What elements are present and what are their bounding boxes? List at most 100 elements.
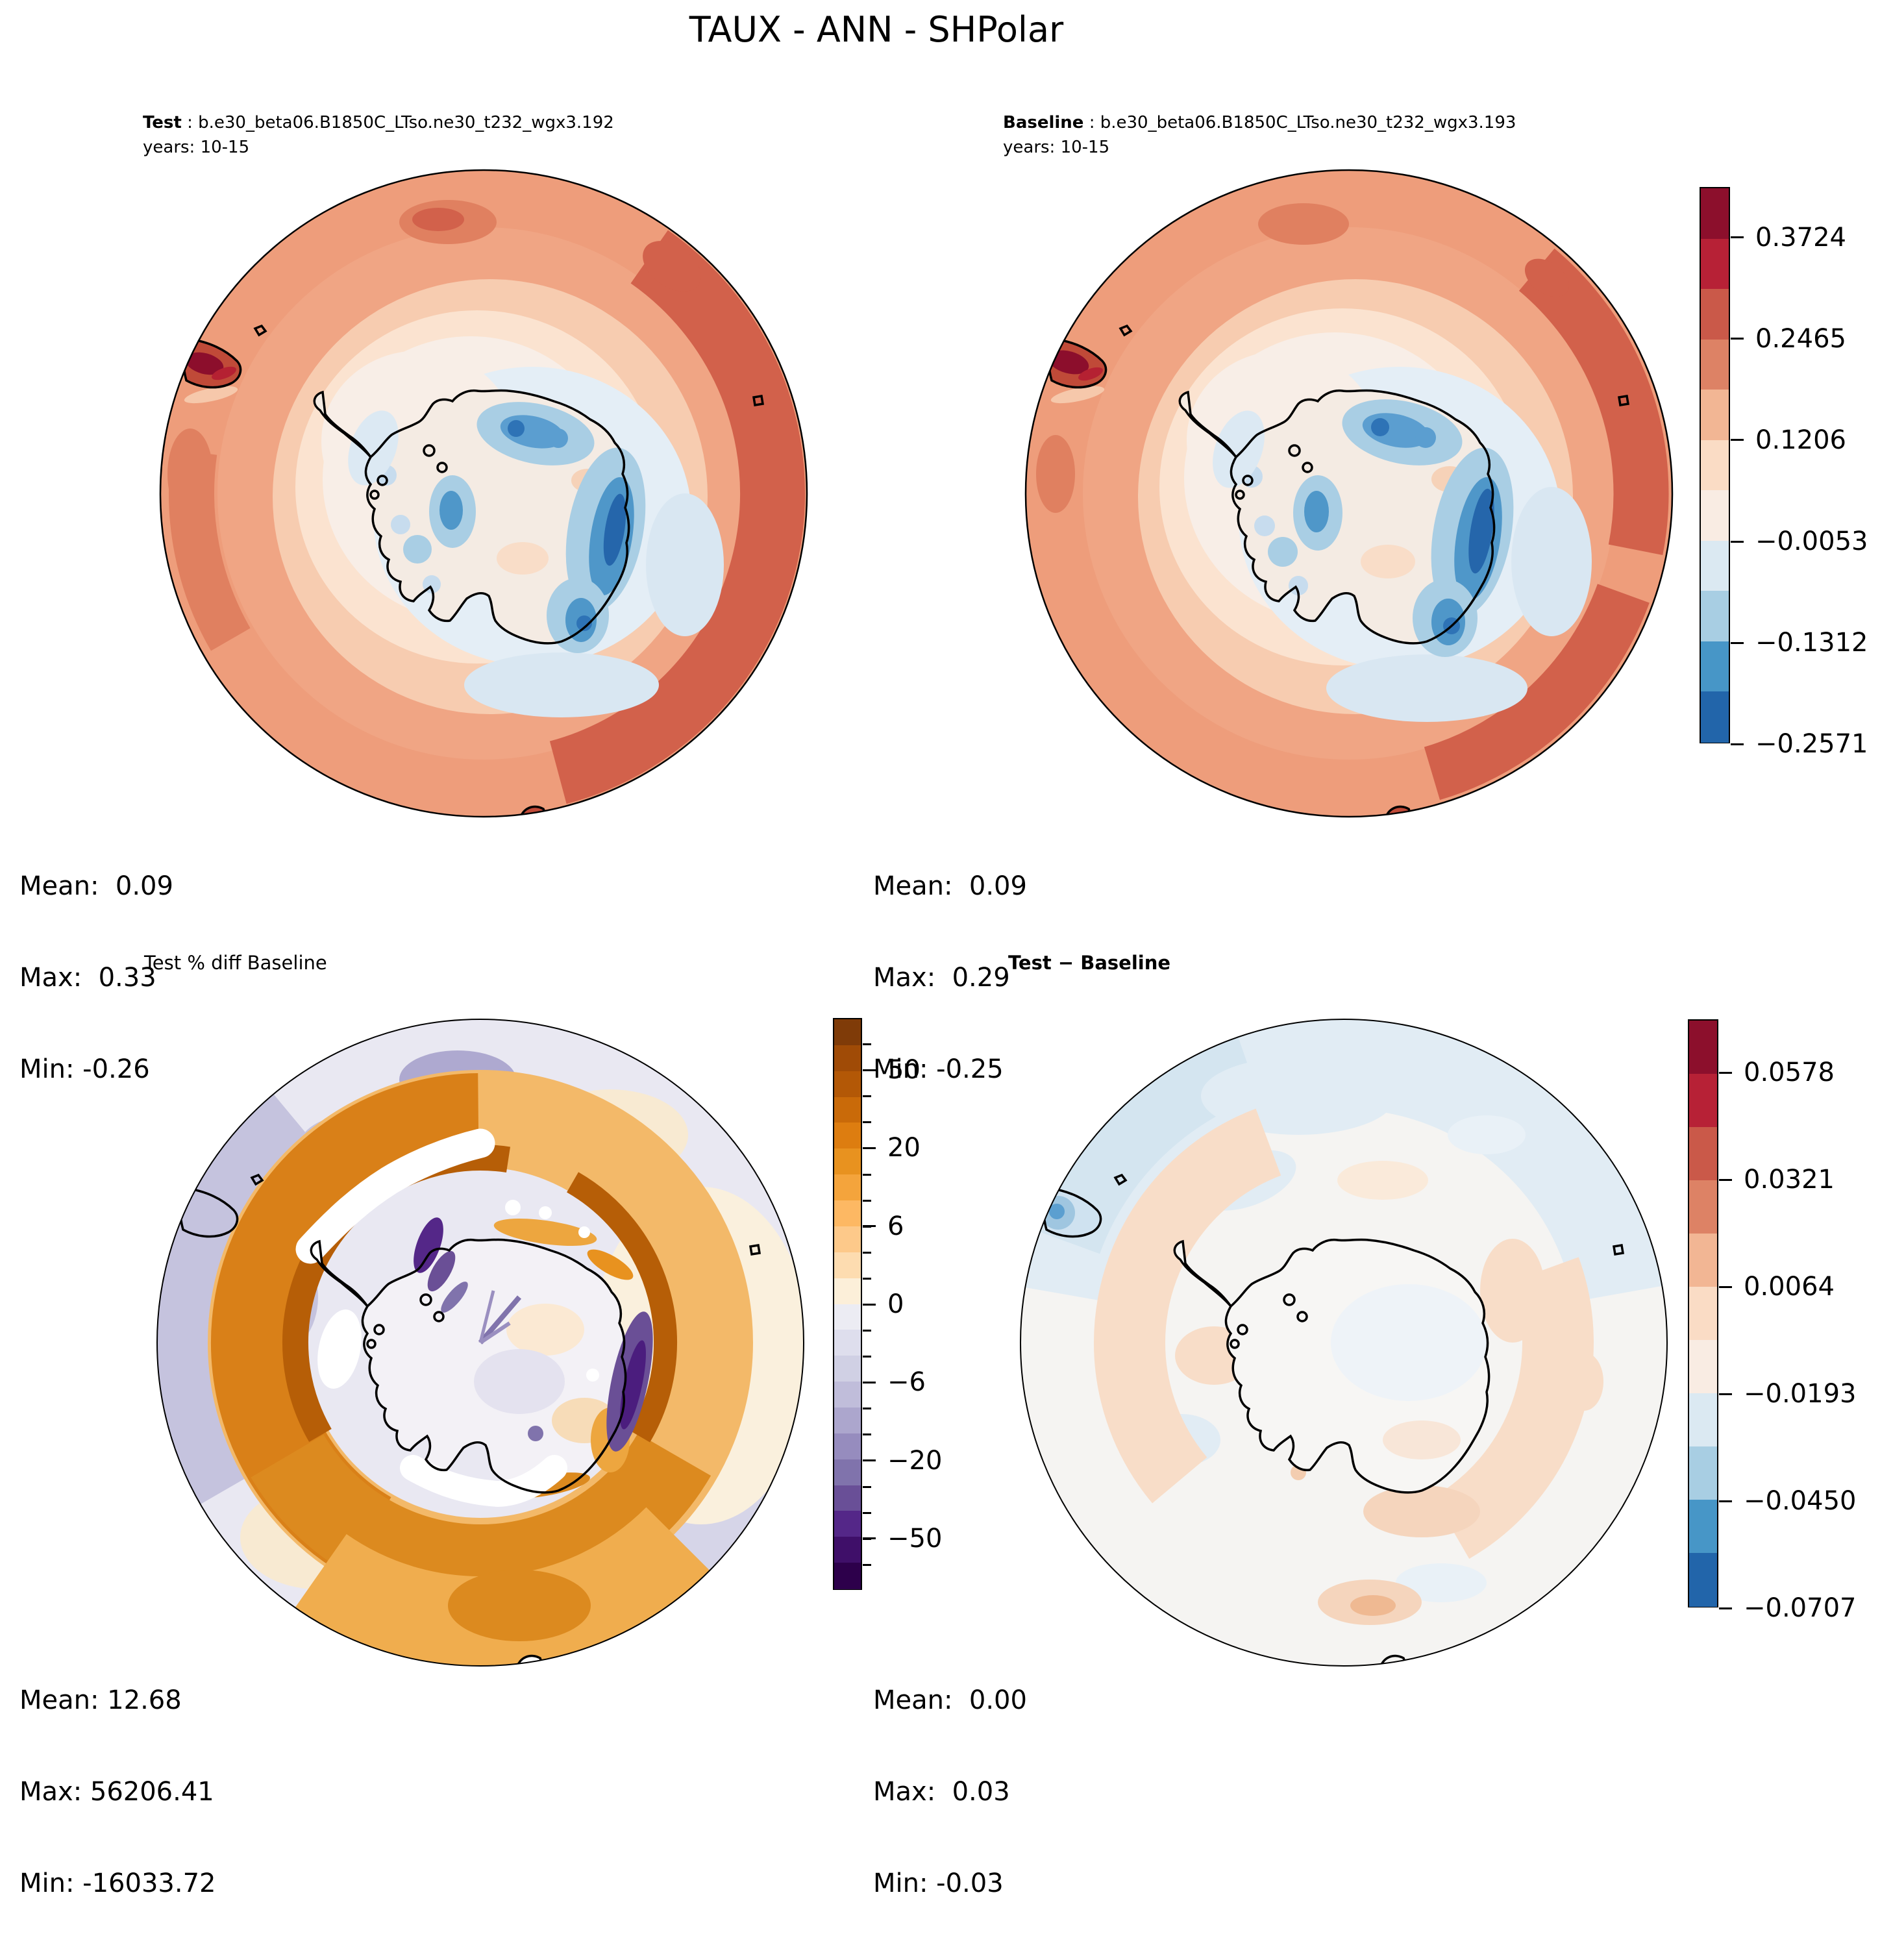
colorbar-segment (1689, 1234, 1717, 1287)
colorbar-segment (1701, 289, 1729, 340)
colorbar-tick (1719, 1285, 1732, 1288)
colorbar-segment (1701, 238, 1729, 290)
colorbar-tick-label: 0.2465 (1755, 323, 1846, 354)
colorbar-tick-label: 0.0064 (1744, 1272, 1835, 1302)
colorbar-segment (1689, 1127, 1717, 1181)
colorbar-tick (863, 1381, 876, 1383)
colorbar-segment (834, 1045, 861, 1072)
colorbar-segment (834, 1174, 861, 1202)
colorbar-tick-label: −0.0053 (1755, 527, 1868, 557)
colorbar-tick (1731, 338, 1744, 340)
colorbar-segment (834, 1019, 861, 1046)
pct-diff-stats: Mean: 12.68 Max: 56206.41 Min: -16033.72 (19, 1624, 216, 1960)
colorbar-tick-label: −0.0707 (1744, 1593, 1857, 1623)
colorbar-tick (1731, 743, 1744, 745)
colorbar-segment (1701, 440, 1729, 491)
colorbar-segment (1689, 1287, 1717, 1341)
test-run-name: : b.e30_beta06.B1850C_LTso.ne30_t232_wgx… (181, 113, 614, 132)
colorbar-tick-label: −0.1312 (1755, 628, 1868, 658)
colorbar-minor-tick (863, 1199, 871, 1202)
colorbar-segment (834, 1200, 861, 1227)
colorbar-segment (1689, 1553, 1717, 1607)
colorbar-segment (1689, 1393, 1717, 1447)
stat-line: Min: -0.25 (873, 1054, 1004, 1084)
stat-line: Max: 0.03 (873, 1777, 1010, 1807)
colorbar-segment (834, 1071, 861, 1098)
test-header: Test : b.e30_beta06.B1850C_LTso.ne30_t23… (143, 110, 614, 160)
colorbar-tick-label: −0.0193 (1744, 1379, 1857, 1409)
colorbar-tick (863, 1303, 876, 1306)
colorbar-bar (1688, 1019, 1718, 1607)
colorbar-segment (834, 1407, 861, 1434)
diff-stats: Mean: 0.00 Max: 0.03 Min: -0.03 (873, 1624, 1027, 1960)
colorbar-tick-label: 0.1206 (1755, 425, 1846, 455)
colorbar-tick (863, 1069, 876, 1071)
colorbar-segment (1701, 641, 1729, 693)
stat-line: Max: 0.33 (19, 963, 156, 993)
colorbar-tick (1731, 540, 1744, 543)
colorbar-segment (834, 1148, 861, 1176)
figure: TAUX - ANN - SHPolar Test : b.e30_beta06… (19, 9, 1868, 1898)
colorbar-main: 0.3724 0.2465 0.1206 −0.0053 −0.1312 −0.2571 (1700, 187, 1868, 759)
colorbar-segment (1701, 490, 1729, 541)
colorbar-diff: 0.0578 0.0321 0.0064 −0.0193 −0.0450 −0.0707 (1688, 1019, 1856, 1623)
stat-line: Mean: 0.09 (19, 871, 173, 901)
colorbar-segment (1701, 691, 1729, 743)
stat-line: Min: -0.03 (873, 1868, 1004, 1898)
colorbar-tick (863, 1537, 876, 1540)
baseline-label: Baseline (1003, 113, 1084, 132)
colorbar-segment (1689, 1180, 1717, 1234)
colorbar-bar (833, 1018, 862, 1590)
stat-line: Mean: 0.00 (873, 1685, 1027, 1715)
colorbar-pct-diff: 50 20 6 0 −6 −20 −50 (833, 1018, 942, 1591)
colorbar-minor-tick (863, 1043, 871, 1046)
stat-line: Mean: 12.68 (19, 1685, 182, 1715)
colorbar-segment (1701, 339, 1729, 391)
colorbar-tick (863, 1147, 876, 1149)
colorbar-minor-tick (863, 1433, 871, 1436)
colorbar-minor-tick (863, 1408, 871, 1410)
colorbar-tick (1731, 641, 1744, 644)
colorbar-tick-label: 50 (887, 1055, 921, 1085)
pct-diff-title: Test % diff Baseline (144, 952, 327, 974)
baseline-years: years: 10-15 (1003, 138, 1110, 157)
colorbar-segment (834, 1226, 861, 1253)
colorbar-tick-label: −50 (887, 1523, 943, 1554)
colorbar-tick (1719, 1178, 1732, 1181)
colorbar-minor-tick (863, 1563, 871, 1566)
colorbar-segment (834, 1356, 861, 1383)
stat-line: Min: -16033.72 (19, 1868, 216, 1898)
colorbar-segment (834, 1097, 861, 1124)
colorbar-tick-label: −20 (887, 1445, 943, 1476)
colorbar-segment (1689, 1446, 1717, 1500)
map-pct-diff (156, 1019, 804, 1667)
colorbar-tick-label: −0.2571 (1755, 729, 1868, 759)
colorbar-tick (1731, 439, 1744, 441)
colorbar-segment (834, 1511, 861, 1538)
colorbar-segment (834, 1382, 861, 1408)
colorbar-tick-label: 0.3724 (1755, 222, 1846, 253)
colorbar-segment (1689, 1500, 1717, 1554)
test-label: Test (143, 113, 182, 132)
colorbar-tick (863, 1459, 876, 1462)
colorbar-tick (1719, 1393, 1732, 1395)
colorbar-tick (1719, 1071, 1732, 1074)
colorbar-segment (1701, 390, 1729, 441)
colorbar-segment (834, 1304, 861, 1331)
colorbar-segment (834, 1433, 861, 1460)
colorbar-tick-label: 0 (887, 1289, 904, 1319)
colorbar-segment (1701, 591, 1729, 642)
stat-line: Min: -0.26 (19, 1054, 150, 1084)
colorbar-segment (834, 1537, 861, 1564)
colorbar-segment (834, 1252, 861, 1279)
colorbar-minor-tick (863, 1356, 871, 1358)
stat-line: Max: 56206.41 (19, 1777, 214, 1807)
colorbar-segment (834, 1330, 861, 1357)
colorbar-segment (834, 1123, 861, 1150)
colorbar-minor-tick (863, 1095, 871, 1098)
colorbar-tick-label: 20 (887, 1133, 921, 1163)
colorbar-bar (1700, 187, 1730, 743)
stat-line: Mean: 0.09 (873, 871, 1027, 901)
colorbar-tick (1719, 1607, 1732, 1609)
colorbar-segment (834, 1563, 861, 1589)
